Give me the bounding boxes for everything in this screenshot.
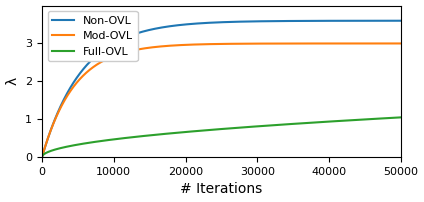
Non-OVL — [39, 156, 45, 158]
Mod-OVL — [215, 43, 220, 45]
Non-OVL — [215, 21, 220, 24]
Non-OVL — [110, 43, 115, 45]
Legend: Non-OVL, Mod-OVL, Full-OVL: Non-OVL, Mod-OVL, Full-OVL — [47, 11, 138, 61]
Mod-OVL — [61, 101, 66, 104]
Full-OVL — [379, 117, 385, 120]
Non-OVL — [399, 20, 404, 22]
Full-OVL — [41, 153, 46, 156]
Full-OVL — [399, 116, 404, 119]
Non-OVL — [41, 150, 46, 153]
Mod-OVL — [399, 42, 404, 45]
X-axis label: # Iterations: # Iterations — [180, 182, 262, 196]
Full-OVL — [61, 146, 66, 149]
Mod-OVL — [39, 156, 45, 158]
Full-OVL — [54, 148, 59, 150]
Full-OVL — [215, 128, 220, 130]
Non-OVL — [61, 99, 66, 102]
Full-OVL — [110, 138, 115, 141]
Mod-OVL — [54, 114, 59, 117]
Line: Non-OVL: Non-OVL — [42, 21, 401, 157]
Line: Full-OVL: Full-OVL — [42, 117, 401, 157]
Mod-OVL — [379, 42, 385, 45]
Mod-OVL — [41, 150, 46, 153]
Non-OVL — [379, 20, 385, 22]
Full-OVL — [39, 156, 45, 158]
Y-axis label: λ: λ — [6, 77, 20, 85]
Mod-OVL — [110, 55, 115, 58]
Non-OVL — [54, 114, 59, 116]
Line: Mod-OVL: Mod-OVL — [42, 43, 401, 157]
